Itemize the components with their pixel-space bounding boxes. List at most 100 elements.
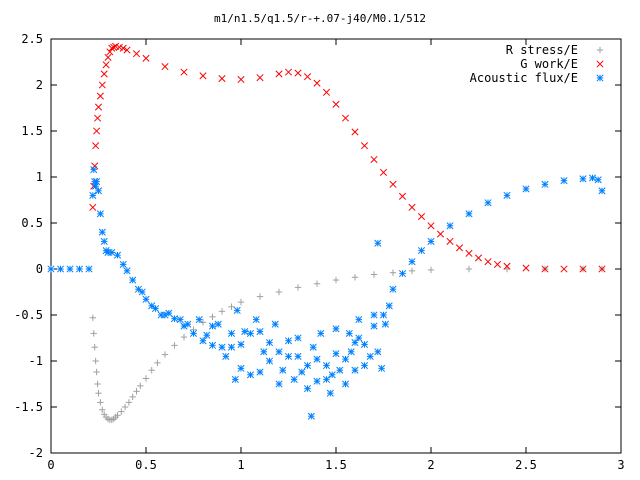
y-tick-label: -1 xyxy=(29,354,43,368)
data-point xyxy=(378,364,386,372)
data-point xyxy=(118,408,125,415)
data-point xyxy=(465,265,473,273)
data-point xyxy=(94,380,101,388)
data-point xyxy=(66,265,74,273)
data-point xyxy=(218,75,226,83)
data-point xyxy=(307,412,315,420)
data-point xyxy=(484,258,492,266)
data-point xyxy=(455,244,464,252)
data-point xyxy=(256,293,264,300)
data-point xyxy=(398,192,407,200)
data-point xyxy=(328,371,336,379)
data-point xyxy=(161,351,169,358)
data-point xyxy=(176,316,184,324)
x-tick-label: 1.5 xyxy=(325,458,347,472)
data-point xyxy=(91,344,98,351)
data-point xyxy=(96,210,104,218)
data-point xyxy=(309,343,317,351)
data-point xyxy=(370,155,378,164)
data-point xyxy=(89,191,97,199)
data-point xyxy=(189,329,198,337)
data-point xyxy=(218,343,226,351)
data-point xyxy=(208,341,217,349)
data-point xyxy=(93,368,100,376)
data-point xyxy=(154,359,161,367)
data-point xyxy=(237,75,245,84)
data-point xyxy=(294,352,302,360)
data-point xyxy=(345,329,353,337)
y-tick-label: -2 xyxy=(29,446,43,460)
data-point xyxy=(89,203,97,211)
data-point xyxy=(93,114,102,122)
data-point xyxy=(90,330,97,337)
data-point xyxy=(94,103,103,111)
data-point xyxy=(284,68,293,76)
data-point xyxy=(326,389,334,397)
data-point xyxy=(279,366,287,374)
data-point xyxy=(503,191,511,199)
x-tick-label: 3 xyxy=(617,458,624,472)
data-point xyxy=(351,128,359,136)
data-point xyxy=(148,367,155,374)
data-point xyxy=(484,199,492,207)
data-point xyxy=(121,403,129,411)
data-point xyxy=(92,357,99,365)
data-point xyxy=(379,311,388,319)
data-point xyxy=(94,187,103,195)
data-point xyxy=(265,357,274,365)
legend-label: R stress/E xyxy=(506,43,578,57)
data-point xyxy=(341,114,350,122)
data-point xyxy=(322,88,331,96)
x-tick-label: 1 xyxy=(237,458,244,472)
data-point xyxy=(541,265,549,273)
data-point xyxy=(93,178,101,186)
data-point xyxy=(436,230,445,238)
series-2 xyxy=(89,42,606,273)
data-point xyxy=(417,247,426,255)
data-point xyxy=(148,302,156,310)
data-point xyxy=(381,320,389,328)
data-point xyxy=(171,342,178,349)
data-point xyxy=(222,352,230,360)
data-point xyxy=(360,340,369,348)
data-point xyxy=(228,303,235,310)
data-point xyxy=(366,352,374,360)
series-3 xyxy=(47,166,606,420)
data-point xyxy=(493,260,502,268)
data-point xyxy=(360,362,369,370)
y-tick-label: -0.5 xyxy=(14,308,43,322)
data-point xyxy=(370,322,378,330)
data-point xyxy=(256,74,264,82)
data-point xyxy=(199,319,207,326)
data-point xyxy=(313,79,321,87)
axis-ticks: 0 0.5 1 1.5 2 2.5 3 -2 -1.5 -1 -0.5 0 0.5 1 1.5 2 2.5 xyxy=(14,32,625,472)
data-point xyxy=(355,316,363,324)
data-point xyxy=(398,270,407,278)
y-tick-label: 0.5 xyxy=(21,216,43,230)
data-series xyxy=(47,42,606,424)
data-point xyxy=(294,69,302,77)
data-point xyxy=(385,302,393,310)
data-point xyxy=(184,320,192,328)
data-point xyxy=(199,72,207,80)
data-point xyxy=(427,266,435,274)
data-point xyxy=(389,285,397,293)
data-point xyxy=(303,362,312,370)
data-point xyxy=(119,44,127,52)
data-point xyxy=(208,322,217,330)
data-point xyxy=(408,258,416,266)
data-point xyxy=(256,328,264,336)
series-1 xyxy=(89,265,606,424)
data-point xyxy=(341,355,350,363)
data-point xyxy=(298,368,306,376)
x-tick-label: 2 xyxy=(427,458,434,472)
data-point xyxy=(199,337,207,345)
data-point xyxy=(317,329,325,337)
data-point xyxy=(374,239,382,247)
data-point xyxy=(142,375,150,382)
y-tick-label: 2 xyxy=(36,78,43,92)
data-point xyxy=(417,213,426,221)
data-point xyxy=(47,265,55,273)
data-point xyxy=(180,68,188,76)
data-point xyxy=(110,43,118,51)
